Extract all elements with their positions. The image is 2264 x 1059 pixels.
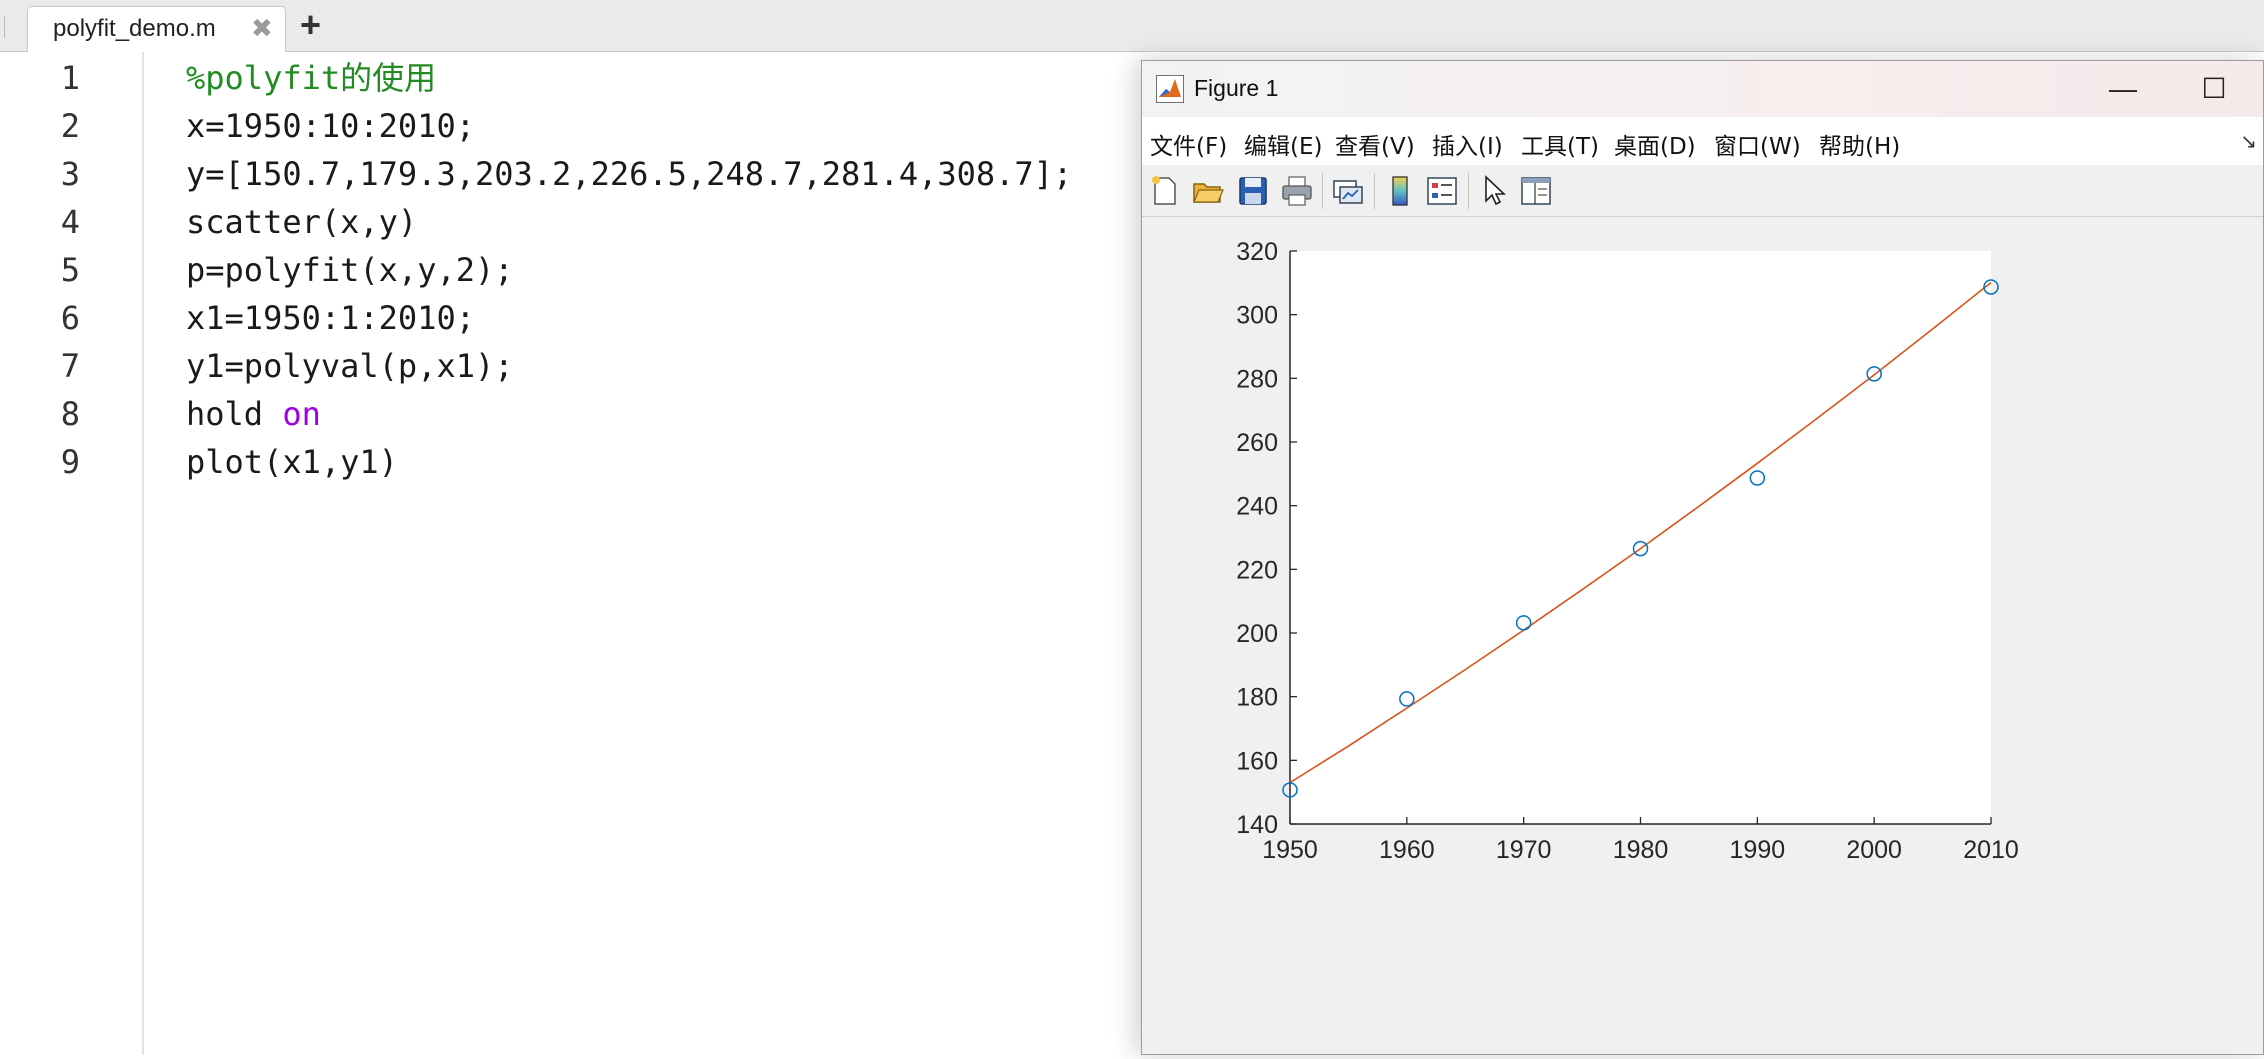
line-number: 3 [60,155,80,193]
menu-edit[interactable]: 编辑(E) [1244,134,1323,160]
plot-area: 1950 1960 1970 1980 1990 2000 2010 140 160 180 200… [1142,217,2263,1054]
toolbar-separator [1468,173,1469,209]
y-tick-label: 280 [1236,365,1278,393]
window-title: Figure 1 [1194,75,1279,101]
menu-window[interactable]: 窗口(W) [1714,134,1801,160]
editor-tab-strip: polyfit_demo.m ✖ + [0,0,2264,52]
scatter-point [1749,470,1766,486]
code-line[interactable]: x=1950:10:2010; [186,102,475,150]
figure-toolbar [1142,165,2263,217]
scatter-point [1983,279,1999,295]
y-tick-label: 220 [1236,556,1278,584]
y-tick-label: 300 [1236,302,1278,330]
y-tick-label: 180 [1236,684,1278,712]
property-inspector-icon[interactable] [1518,173,1554,209]
code-line[interactable]: hold on [186,390,321,438]
x-tick-label: 1950 [1262,836,1318,864]
line-number: 5 [60,251,80,289]
figure-titlebar[interactable]: Figure 1 — ☐ ✕ [1142,61,2263,117]
code-token: x=1950:10:2010; [186,107,475,145]
code-line[interactable]: scatter(x,y) [186,198,417,246]
x-tick-label: 2000 [1846,836,1902,864]
code-line[interactable]: x1=1950:1:2010; [186,294,475,342]
code-line[interactable]: plot(x1,y1) [186,438,398,486]
axes-background [1290,251,1991,824]
matlab-logo-icon [1156,75,1184,103]
menu-help[interactable]: 帮助(H) [1819,134,1901,160]
y-tick-label: 160 [1236,747,1278,775]
line-number: 1 [60,59,80,97]
scatter-point [1282,782,1298,798]
line-number: 4 [60,203,80,241]
code-comment: %polyfit [186,59,341,97]
y-tick-label: 240 [1236,493,1278,521]
code-line[interactable]: %polyfit的使用 [186,54,436,102]
code-line[interactable]: y1=polyval(p,x1); [186,342,514,390]
save-icon[interactable] [1235,173,1271,209]
code-token: scatter(x,y) [186,203,418,241]
x-tick-label: 1990 [1730,836,1786,864]
code-token: y1=polyval(p,x1); [186,347,514,385]
legend-icon[interactable] [1424,173,1460,209]
print-icon[interactable] [1279,173,1315,209]
toolbar-separator [1322,173,1323,209]
y-tick-label: 260 [1236,429,1278,457]
tab-label: polyfit_demo.m [53,15,216,42]
code-token: x1=1950:1:2010; [186,299,475,337]
x-tick-label: 1960 [1379,836,1435,864]
figure-menubar: 文件(F) 编辑(E) 查看(V) 插入(I) 工具(T) 桌面(D) 窗口(W… [1142,117,2263,165]
code-comment: 的使用 [340,59,437,97]
line-number: 2 [60,107,80,145]
line-number: 9 [60,443,80,481]
tab-strip-divider [4,16,5,38]
close-icon[interactable]: ✖ [251,13,273,43]
open-file-icon[interactable] [1190,173,1226,209]
scatter-point [1515,615,1532,631]
scatter-point [1632,540,1649,557]
x-tick-label: 1970 [1496,836,1552,864]
code-token: p=polyfit(x,y,2); [186,251,514,289]
new-figure-icon[interactable] [1147,173,1183,209]
y-tick-label: 140 [1236,811,1278,839]
colorbar-icon[interactable] [1382,173,1418,209]
minimize-icon[interactable]: — [2109,73,2137,104]
menu-desktop[interactable]: 桌面(D) [1614,134,1696,160]
line-number: 8 [60,395,80,433]
code-token: y=[150.7,179.3,203.2,226.5,248.7,281.4,3… [186,155,1073,193]
x-tick-label: 2010 [1963,836,2019,864]
maximize-icon[interactable]: ☐ [2201,73,2227,104]
menu-view[interactable]: 查看(V) [1335,134,1415,160]
add-tab-icon[interactable]: + [300,4,322,45]
code-keyword: on [282,395,321,433]
line-number: 7 [60,347,80,385]
scatter-fit-chart[interactable]: 1950 1960 1970 1980 1990 2000 2010 140 160 180 200… [1142,217,2263,1054]
scatter-point [1399,691,1415,707]
scatter-point [1866,366,1882,382]
code-token: plot(x1,y1) [186,443,398,481]
link-plot-icon[interactable] [1330,173,1366,209]
code-line[interactable]: p=polyfit(x,y,2); [186,246,514,294]
y-tick-label: 200 [1236,620,1278,648]
menu-file[interactable]: 文件(F) [1150,134,1228,160]
code-line[interactable]: y=[150.7,179.3,203.2,226.5,248.7,281.4,3… [186,150,1072,198]
dock-arrow-icon[interactable]: ↘ [2240,131,2257,153]
y-tick-label: 320 [1236,238,1278,266]
tab-polyfit-demo[interactable]: polyfit_demo.m ✖ [27,6,286,52]
fit-curve-line [1289,281,1992,784]
figure-window: Figure 1 — ☐ ✕ 文件(F) 编辑(E) 查看(V) 插入(I) 工… [1141,60,2264,1055]
code-token: hold [186,395,283,433]
x-tick-label: 1980 [1613,836,1669,864]
menu-insert[interactable]: 插入(I) [1432,134,1503,160]
line-number-gutter [0,52,144,1055]
line-number: 6 [60,299,80,337]
menu-tools[interactable]: 工具(T) [1521,134,1599,160]
toolbar-separator [1374,173,1375,209]
edit-plot-icon[interactable] [1476,173,1512,209]
